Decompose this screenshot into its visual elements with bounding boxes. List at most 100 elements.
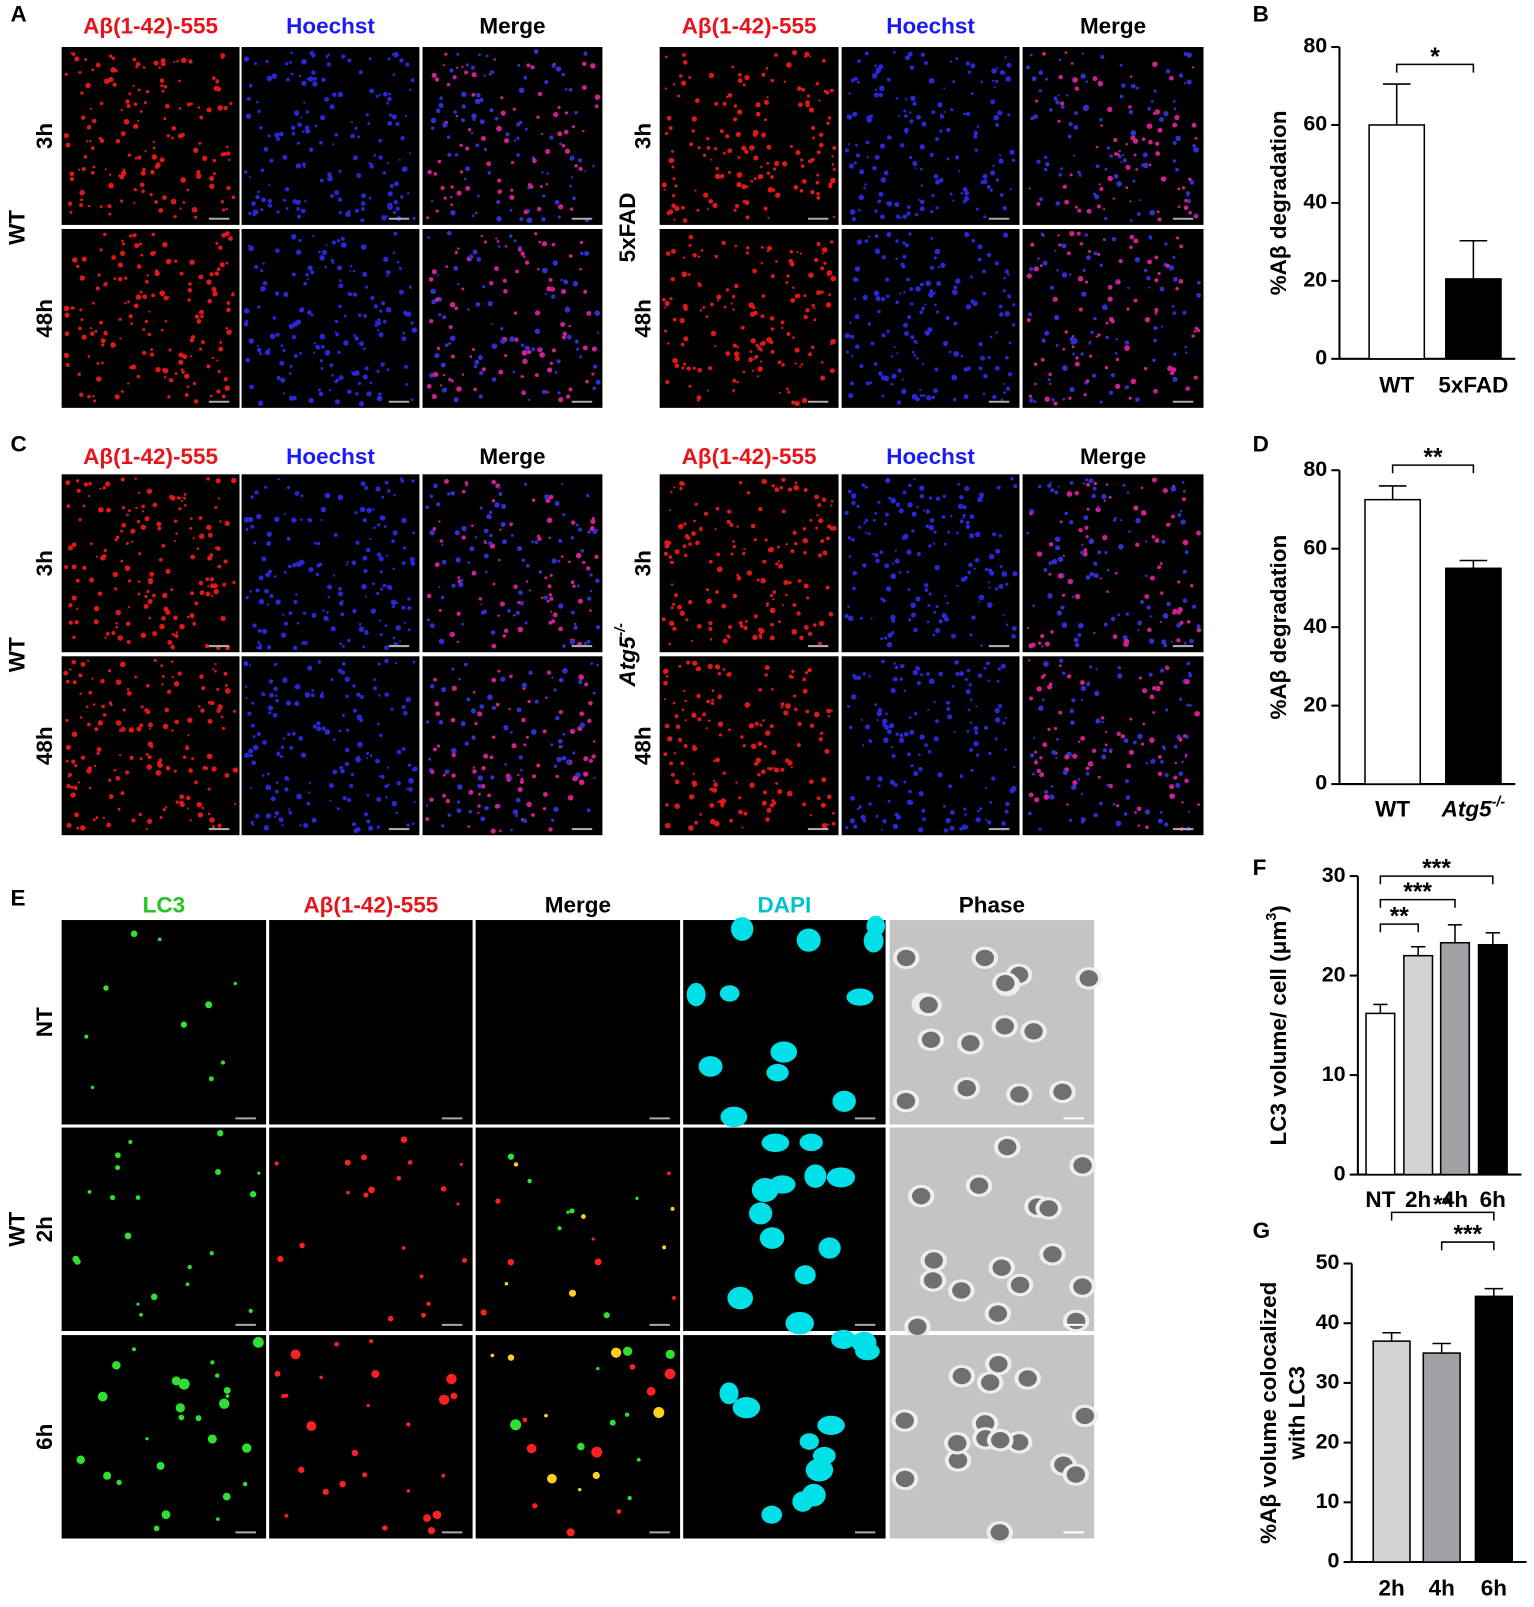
cell — [74, 619, 79, 625]
cell — [911, 511, 917, 517]
cell — [973, 567, 976, 570]
cell — [986, 185, 991, 189]
cell — [805, 671, 809, 675]
cell — [1149, 737, 1155, 743]
cell — [1042, 260, 1048, 266]
cell — [670, 1206, 675, 1211]
cell — [451, 685, 457, 691]
cell — [409, 556, 415, 563]
cell — [1043, 167, 1048, 172]
cell — [1086, 255, 1091, 260]
cell — [490, 775, 495, 780]
cell — [407, 763, 412, 767]
cell — [71, 542, 77, 547]
micrograph-background — [659, 474, 839, 653]
cell — [115, 625, 119, 629]
cell — [391, 114, 397, 120]
cell — [317, 660, 322, 664]
cell — [558, 396, 564, 403]
cell — [574, 622, 577, 626]
cell — [80, 825, 86, 831]
cell — [665, 674, 669, 678]
cell — [120, 791, 125, 796]
cell — [87, 394, 91, 399]
cell — [454, 530, 460, 536]
cell — [767, 245, 772, 251]
cell — [727, 148, 733, 154]
cell — [526, 1443, 537, 1454]
cell — [265, 572, 271, 578]
cell — [120, 131, 126, 137]
cell — [1009, 788, 1015, 794]
cell — [1004, 748, 1007, 752]
cell — [1119, 94, 1124, 99]
cell — [850, 493, 857, 499]
cell — [331, 373, 334, 377]
cell — [738, 620, 743, 626]
micrograph — [1022, 228, 1204, 408]
cell — [70, 792, 76, 798]
cell — [568, 387, 573, 392]
cell — [160, 84, 164, 88]
cell — [874, 88, 878, 92]
cell — [252, 744, 259, 751]
cell — [257, 641, 261, 645]
cell — [443, 196, 447, 200]
cell — [69, 176, 75, 182]
cell — [710, 302, 714, 307]
cell — [903, 114, 908, 118]
cell — [368, 1186, 375, 1194]
cell — [953, 285, 958, 290]
panel-letter: D — [1253, 432, 1269, 457]
cell — [1159, 811, 1163, 814]
cell — [1068, 396, 1072, 400]
cell — [969, 747, 973, 752]
cell — [224, 231, 230, 237]
cell — [72, 257, 78, 263]
cell — [866, 117, 872, 123]
cell — [281, 824, 284, 827]
cell — [1049, 285, 1055, 290]
cell — [498, 492, 503, 496]
cell — [73, 785, 78, 790]
cell — [895, 214, 900, 219]
cell — [389, 183, 394, 189]
cell — [523, 482, 528, 487]
cell — [432, 527, 437, 531]
cell — [243, 661, 249, 667]
cell — [575, 347, 580, 351]
cell — [832, 146, 837, 150]
cell-body — [1010, 1276, 1030, 1294]
cell — [318, 391, 324, 397]
cell — [116, 1479, 122, 1486]
cell — [927, 750, 932, 754]
cell — [1120, 734, 1126, 739]
cell — [820, 266, 825, 271]
cell — [1081, 291, 1087, 297]
cell — [1165, 263, 1170, 268]
cell — [282, 613, 285, 616]
cell — [763, 118, 767, 122]
cell — [821, 247, 828, 253]
cell — [124, 1232, 132, 1240]
cell — [675, 724, 681, 730]
cell — [874, 64, 878, 68]
cell — [71, 52, 76, 56]
cell — [865, 381, 870, 386]
cell — [510, 188, 514, 192]
cell — [875, 814, 879, 818]
cell — [496, 240, 500, 243]
cell — [573, 625, 578, 630]
cell — [791, 669, 795, 674]
cell — [737, 78, 743, 84]
cell — [534, 310, 541, 316]
cell — [854, 344, 860, 350]
cell — [785, 281, 789, 284]
cell — [745, 251, 750, 255]
cell — [220, 1060, 226, 1065]
y-tick-label: 0 — [1315, 345, 1327, 369]
cell — [1052, 296, 1058, 302]
cell — [125, 541, 129, 545]
cell — [1155, 685, 1161, 692]
cell — [119, 661, 126, 668]
